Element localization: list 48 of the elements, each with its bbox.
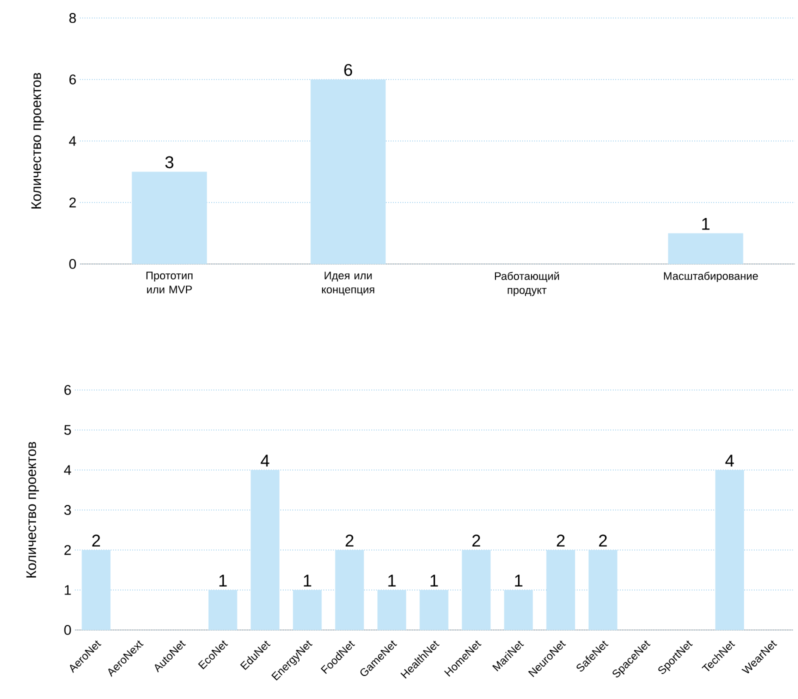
bar: [546, 550, 576, 630]
data-label: 2: [556, 534, 565, 546]
data-label: 1: [304, 574, 312, 586]
y-tick-label: 6: [69, 74, 76, 84]
y-axis-title: Количество проектов: [26, 442, 39, 578]
x-tick-label: Масштабирование: [664, 272, 758, 282]
bar: [588, 550, 618, 630]
y-tick-label: 6: [64, 385, 71, 395]
data-label: 2: [346, 534, 354, 546]
data-label: 1: [219, 574, 227, 586]
data-label: 1: [515, 574, 522, 586]
data-label: 1: [388, 574, 396, 586]
y-tick-label: 4: [69, 136, 76, 146]
x-tick-label: Идея или концепция: [322, 272, 374, 296]
y-tick-label: 0: [64, 625, 71, 635]
data-label: 2: [599, 534, 607, 546]
data-label: 1: [430, 574, 438, 586]
y-tick-label: 3: [64, 505, 71, 515]
y-tick-label: 2: [64, 545, 71, 555]
bar: [668, 233, 744, 264]
bar: [250, 470, 280, 630]
bar: [292, 590, 322, 630]
y-tick-label: 1: [64, 585, 71, 595]
y-tick-label: 2: [69, 198, 76, 208]
bar: [132, 172, 207, 264]
bar: [335, 550, 364, 630]
bar: [504, 590, 533, 630]
data-label: 2: [472, 534, 480, 546]
y-tick-label: 0: [69, 259, 76, 269]
data-label: 6: [344, 64, 352, 76]
bar: [462, 550, 491, 630]
bar: [310, 79, 386, 264]
y-axis-title: Количество проектов: [31, 72, 44, 208]
data-label: 1: [702, 218, 710, 230]
bar: [715, 470, 744, 630]
bar: [377, 590, 406, 630]
y-tick-label: 8: [69, 13, 76, 23]
x-tick-label: Прототип или MVP: [146, 272, 192, 294]
data-label: 2: [92, 534, 100, 546]
data-label: 4: [260, 454, 270, 466]
data-label: 4: [725, 454, 734, 466]
data-label: 3: [165, 156, 174, 168]
bar: [208, 590, 238, 630]
y-tick-label: 5: [64, 425, 71, 435]
bar: [420, 590, 448, 630]
y-tick-label: 4: [64, 465, 72, 475]
bar: [82, 550, 110, 630]
x-tick-label: Работающий продукт: [494, 272, 559, 296]
